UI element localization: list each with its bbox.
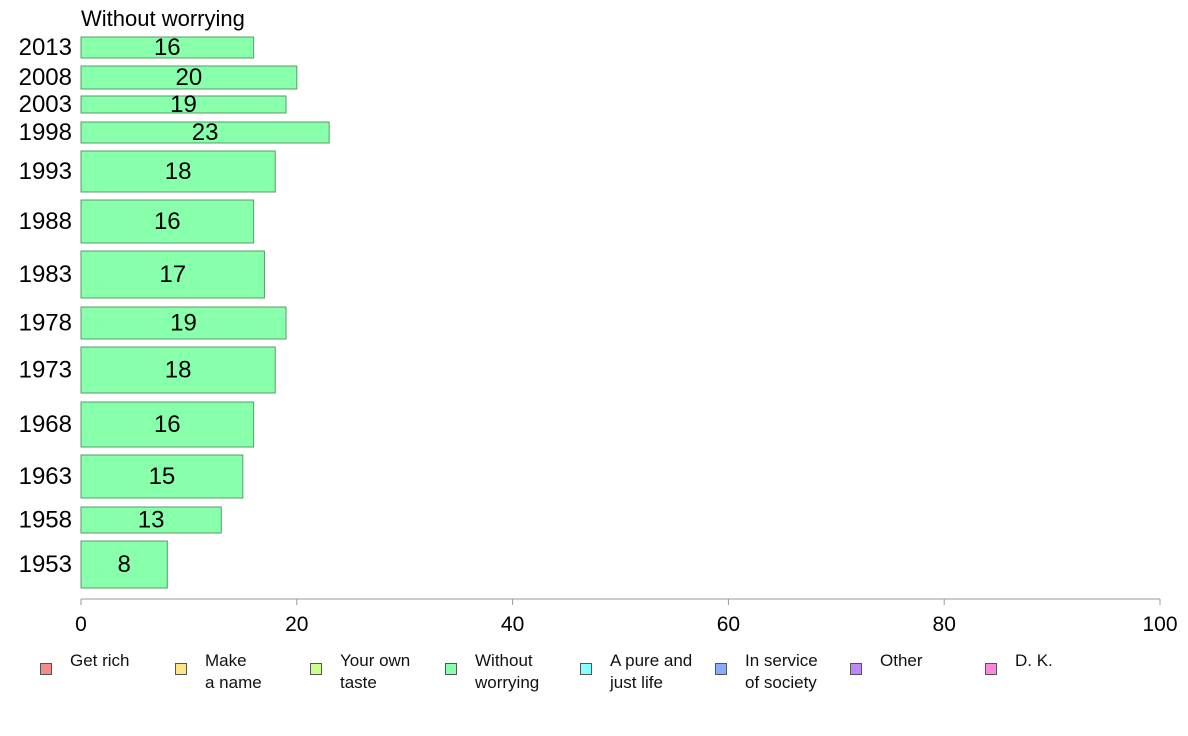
legend-swatch <box>580 663 592 675</box>
x-tick-label-80: 80 <box>933 613 956 636</box>
legend-label: Without worrying <box>475 651 540 692</box>
data-label-1963: 15 <box>149 463 176 490</box>
bar-1998 <box>80 121 330 144</box>
legend-swatch <box>985 663 997 675</box>
bar-2013 <box>80 36 255 59</box>
legend-label: A pure and just life <box>610 651 693 692</box>
category-label-2003: 2003 <box>19 91 72 118</box>
category-label-2013: 2013 <box>19 34 72 61</box>
legend-label: In service of society <box>745 651 818 692</box>
data-label-1958: 13 <box>138 507 165 534</box>
category-label-1963: 1963 <box>19 463 72 490</box>
legend-swatch <box>40 663 52 675</box>
legend: Get rich Make a name Your own taste With… <box>0 646 1188 706</box>
data-label-1953: 8 <box>117 551 130 578</box>
x-tick-label-100: 100 <box>1142 613 1177 636</box>
data-label-2008: 20 <box>176 64 203 91</box>
legend-swatch <box>310 663 322 675</box>
data-label-1968: 16 <box>154 411 181 438</box>
legend-swatch <box>445 663 457 675</box>
category-label-1988: 1988 <box>19 208 72 235</box>
bar-1958 <box>80 506 222 534</box>
bar-1953 <box>80 540 168 589</box>
category-label-1958: 1958 <box>19 507 72 534</box>
category-label-1998: 1998 <box>19 119 72 146</box>
legend-swatch <box>715 663 727 675</box>
x-tick-label-40: 40 <box>501 613 524 636</box>
legend-label: Your own taste <box>340 651 411 692</box>
x-tick-label-0: 0 <box>75 613 87 636</box>
bar-1988 <box>80 199 255 244</box>
x-tick-label-20: 20 <box>285 613 308 636</box>
data-label-2013: 16 <box>154 34 181 61</box>
category-label-1978: 1978 <box>19 310 72 337</box>
data-label-1983: 17 <box>159 261 186 288</box>
x-tick-label-60: 60 <box>717 613 740 636</box>
legend-label: Other <box>880 651 923 670</box>
data-label-2003: 19 <box>170 91 197 118</box>
data-label-1993: 18 <box>165 158 192 185</box>
bar-1963 <box>80 454 244 499</box>
category-label-1973: 1973 <box>19 357 72 384</box>
bar-2008 <box>80 65 298 90</box>
category-label-2008: 2008 <box>19 64 72 91</box>
legend-swatch <box>175 663 187 675</box>
category-label-1968: 1968 <box>19 411 72 438</box>
bar-1978 <box>80 306 287 340</box>
category-label-1993: 1993 <box>19 158 72 185</box>
legend-swatch <box>850 663 862 675</box>
bar-1968 <box>80 401 255 448</box>
bar-chart: Without worrying 16201320200819200323199… <box>19 6 1178 636</box>
category-label-1983: 1983 <box>19 261 72 288</box>
data-label-1978: 19 <box>170 310 197 337</box>
legend-label: Get rich <box>70 651 130 670</box>
bar-1993 <box>80 150 276 193</box>
legend-label: D. K. <box>1015 651 1053 670</box>
bar-1973 <box>80 346 276 394</box>
bar-1983 <box>80 250 265 299</box>
category-label-1953: 1953 <box>19 551 72 578</box>
legend-label: Make a name <box>205 651 262 692</box>
chart-title: Without worrying <box>81 6 245 31</box>
data-label-1998: 23 <box>192 119 219 146</box>
bar-2003 <box>80 95 287 114</box>
data-label-1988: 16 <box>154 208 181 235</box>
data-label-1973: 18 <box>165 357 192 384</box>
